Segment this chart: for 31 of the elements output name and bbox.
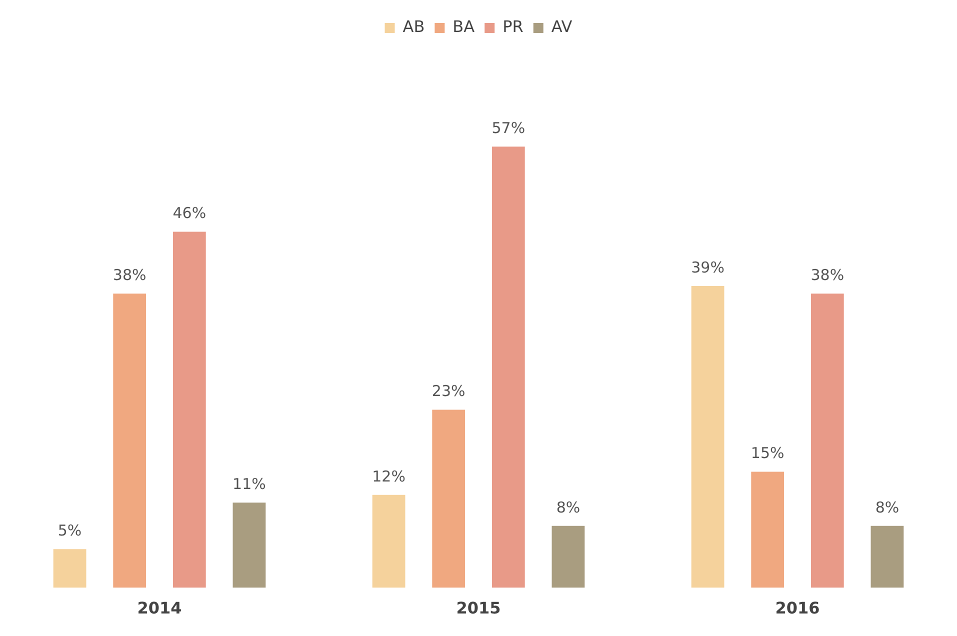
bar xyxy=(232,502,266,588)
data-label: 5% xyxy=(58,521,82,540)
data-label: 11% xyxy=(232,475,266,494)
bar xyxy=(372,494,406,588)
data-label: 15% xyxy=(750,444,784,462)
data-label: 8% xyxy=(875,498,900,516)
x-tick-label: 2014 xyxy=(137,598,182,618)
bar xyxy=(751,472,784,588)
data-label: 12% xyxy=(372,467,406,486)
bar xyxy=(552,526,585,588)
data-label: 38% xyxy=(112,266,146,284)
data-label: 8% xyxy=(556,498,580,516)
bar xyxy=(810,294,844,588)
bar xyxy=(432,410,466,588)
data-label: 57% xyxy=(492,119,526,138)
legend-label: BA xyxy=(452,17,475,36)
data-label: 23% xyxy=(432,382,466,400)
x-tick-label: 2015 xyxy=(456,598,501,618)
bar xyxy=(172,232,206,588)
data-label: 46% xyxy=(172,204,206,222)
legend-label: AV xyxy=(551,17,572,36)
bar xyxy=(870,526,904,588)
bar xyxy=(113,294,146,588)
bar xyxy=(691,286,724,588)
legend-label: AB xyxy=(402,17,425,36)
legend-label: PR xyxy=(502,17,524,36)
bar xyxy=(53,549,86,588)
bar xyxy=(492,146,525,588)
data-label: 38% xyxy=(810,266,844,284)
data-label: 39% xyxy=(691,258,724,276)
x-tick-label: 2016 xyxy=(775,598,820,618)
